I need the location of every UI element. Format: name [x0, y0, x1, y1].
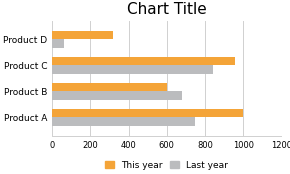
Bar [52, 83, 167, 91]
Bar [52, 109, 243, 117]
Bar [52, 65, 213, 74]
Legend: This year, Last year: This year, Last year [105, 161, 228, 170]
Title: Chart Title: Chart Title [127, 2, 206, 17]
Bar [52, 39, 64, 48]
Bar [52, 117, 195, 126]
Bar [52, 31, 113, 39]
Bar [52, 91, 182, 100]
Bar [52, 57, 235, 65]
